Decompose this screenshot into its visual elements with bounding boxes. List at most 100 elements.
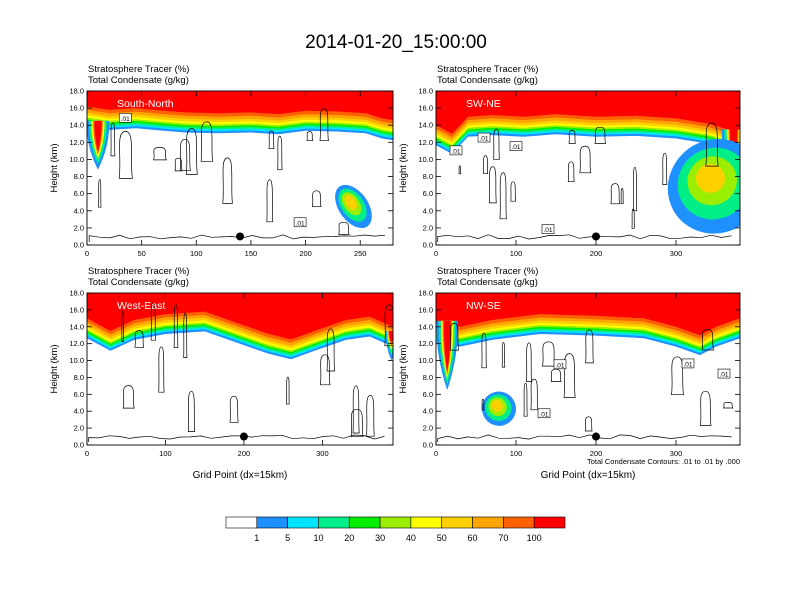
condensate-contour — [530, 378, 539, 411]
condensate-contour — [662, 152, 668, 185]
y-axis-label: Height (km) — [398, 143, 409, 192]
x-tick-label: 100 — [510, 249, 523, 258]
plot-area — [87, 293, 393, 445]
y-tick-label: 2.0 — [423, 223, 433, 232]
contour-label-box — [118, 113, 132, 123]
condensate-contour — [722, 402, 734, 409]
panel-title-condensate: Total Condensate (g/kg) — [437, 75, 538, 86]
contour-label: .01 — [121, 116, 130, 123]
cross-section-label: NW-SE — [466, 300, 501, 312]
y-tick-label: 16.0 — [418, 305, 433, 314]
condensate-contour-low — [88, 234, 386, 243]
y-tick-label: 0.0 — [74, 241, 84, 250]
x-tick-label: 100 — [510, 449, 523, 458]
location-marker — [239, 432, 248, 441]
condensate-contour — [306, 131, 314, 142]
y-tick-label: 12.0 — [418, 138, 433, 147]
condensate-contour — [118, 131, 133, 179]
condensate-contour — [319, 108, 329, 142]
y-tick-label: 18.0 — [418, 87, 433, 96]
condensate-contour — [701, 329, 714, 351]
condensate-contour — [352, 385, 360, 434]
plot-frame — [435, 292, 741, 446]
condensate-contour — [458, 165, 462, 175]
panel-title-tracer: Stratosphere Tracer (%) — [437, 64, 538, 75]
location-marker — [592, 432, 600, 441]
tracer-intrusion — [443, 320, 451, 373]
condensate-contour — [550, 368, 562, 382]
condensate-contour — [152, 147, 167, 161]
colorbar-swatch — [503, 516, 535, 529]
plot-frame — [86, 90, 394, 246]
condensate-contour — [620, 188, 624, 204]
x-tick-label: 0 — [85, 449, 89, 458]
y-tick-label: 0.0 — [74, 441, 84, 450]
y-tick-label: 14.0 — [418, 322, 433, 331]
y-tick-label: 0.0 — [423, 441, 433, 450]
contour-label-box — [541, 224, 555, 234]
y-tick-label: 0.0 — [423, 241, 433, 250]
condensate-contour — [98, 178, 102, 208]
condensate-contour — [185, 128, 198, 175]
y-tick-label: 8.0 — [423, 373, 433, 382]
location-marker — [592, 232, 600, 241]
contour-label: .01 — [683, 361, 692, 368]
y-tick-label: 18.0 — [69, 87, 84, 96]
y-tick-label: 8.0 — [74, 373, 84, 382]
y-tick-label: 6.0 — [423, 189, 433, 198]
colorbar-swatch — [225, 516, 258, 529]
plot-frame — [435, 90, 741, 246]
cross-section-label: SW-NE — [466, 98, 501, 110]
condensate-contour — [134, 330, 145, 348]
y-axis-label: Height (km) — [398, 344, 409, 393]
contour-label-box — [553, 359, 567, 370]
condensate-contour-low — [88, 434, 385, 443]
condensate-contour — [499, 172, 507, 220]
panel-title-tracer: Stratosphere Tracer (%) — [88, 64, 189, 75]
x-tick-label: 200 — [590, 249, 603, 258]
panel-title-tracer: Stratosphere Tracer (%) — [437, 266, 538, 277]
condensate-contour — [594, 126, 607, 144]
x-tick-label: 100 — [159, 449, 172, 458]
x-tick-label: 0 — [434, 249, 438, 258]
tracer-core — [436, 293, 740, 328]
colorbar-swatch — [379, 516, 412, 529]
y-tick-label: 8.0 — [423, 172, 433, 181]
panel-title-tracer: Stratosphere Tracer (%) — [88, 266, 189, 277]
y-tick-label: 4.0 — [423, 206, 433, 215]
x-tick-label: 0 — [434, 449, 438, 458]
y-tick-label: 18.0 — [69, 289, 84, 298]
condensate-contour — [122, 385, 135, 409]
y-tick-label: 4.0 — [423, 407, 433, 416]
y-tick-label: 10.0 — [69, 155, 84, 164]
y-tick-label: 12.0 — [69, 138, 84, 147]
panel-p2: Stratosphere Tracer (%)Total Condensate … — [398, 64, 741, 258]
condensate-contour — [481, 399, 485, 411]
condensate-contour — [174, 157, 183, 172]
y-tick-label: 10.0 — [418, 356, 433, 365]
contour-label-box — [293, 217, 307, 228]
condensate-contour — [326, 328, 335, 372]
condensate-contour — [579, 145, 592, 174]
condensate-contour — [523, 382, 528, 417]
y-tick-label: 2.0 — [423, 424, 433, 433]
x-tick-label: 200 — [238, 449, 251, 458]
y-tick-label: 18.0 — [418, 289, 433, 298]
y-tick-label: 4.0 — [74, 407, 84, 416]
y-tick-label: 2.0 — [74, 223, 84, 232]
condensate-contour — [179, 138, 191, 172]
y-tick-label: 6.0 — [423, 390, 433, 399]
x-tick-label: 300 — [670, 449, 683, 458]
y-tick-label: 16.0 — [69, 104, 84, 113]
colorbar-label: 5 — [285, 533, 290, 543]
x-axis-label: Grid Point (dx=15km) — [541, 470, 636, 481]
condensate-contour — [700, 390, 712, 426]
x-tick-label: 0 — [85, 249, 89, 258]
panel-title-condensate: Total Condensate (g/kg) — [88, 277, 189, 288]
condensate-contour — [350, 408, 364, 438]
contour-label: .01 — [719, 372, 728, 379]
condensate-contour — [110, 122, 116, 157]
condensate-contour-low — [437, 234, 732, 243]
colorbar-label: 70 — [498, 533, 508, 543]
x-tick-label: 200 — [590, 449, 603, 458]
